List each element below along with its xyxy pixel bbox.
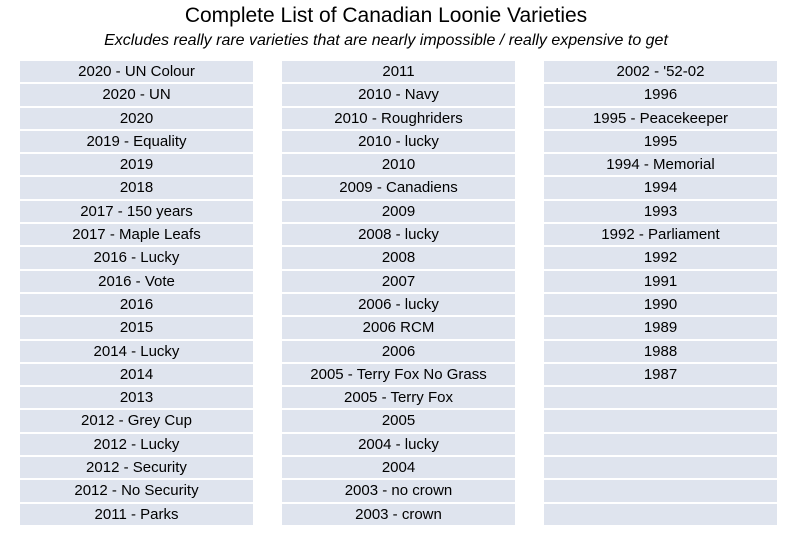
list-item: 1991 [544, 270, 777, 292]
list-item: 2010 [282, 154, 515, 176]
list-item [544, 387, 777, 409]
page-subtitle: Excludes really rare varieties that are … [104, 32, 668, 49]
list-item: 2006 [282, 340, 515, 362]
list-item: 2004 - lucky [282, 433, 515, 456]
list-item: 2015 [20, 317, 253, 339]
list-item: 2011 - Parks [20, 503, 253, 525]
list-item [544, 457, 777, 479]
list-item [544, 503, 777, 525]
list-column-2: 2011 2010 - Navy 2010 - Roughriders 2010 - … [282, 61, 515, 527]
list-item: 1993 [544, 200, 777, 223]
list-item: 1995 [544, 130, 777, 153]
list-item: 1994 - Memorial [544, 154, 777, 176]
list-item: 2017 - 150 years [20, 200, 253, 223]
list-item: 2005 - Terry Fox [282, 387, 515, 409]
list-item: 2006 - lucky [282, 293, 515, 316]
list-item: 2010 - lucky [282, 130, 515, 153]
list-item: 2019 - Equality [20, 130, 253, 153]
list-item: 2009 - Canadiens [282, 177, 515, 199]
list-item: 2005 [282, 410, 515, 432]
list-item [544, 410, 777, 432]
list-item: 2016 - Lucky [20, 247, 253, 269]
list-item: 2007 [282, 270, 515, 292]
list-item: 2014 [20, 363, 253, 386]
list-item: 2014 - Lucky [20, 340, 253, 362]
list-item: 2004 [282, 457, 515, 479]
list-item: 2003 - no crown [282, 480, 515, 502]
list-item: 2011 [282, 61, 515, 83]
list-item: 2008 [282, 247, 515, 269]
list-item: 2013 [20, 387, 253, 409]
page-title: Complete List of Canadian Loonie Varieti… [184, 4, 588, 27]
list-item: 2019 [20, 154, 253, 176]
list-item: 2016 - Vote [20, 270, 253, 292]
list-item: 1989 [544, 317, 777, 339]
list-item: 2010 - Navy [282, 84, 515, 106]
list-item: 2020 - UN [20, 84, 253, 106]
list-item: 2005 - Terry Fox No Grass [282, 363, 515, 386]
list-item [544, 433, 777, 456]
list-item: 2002 - '52-02 [544, 61, 777, 83]
list-item: 2006 RCM [282, 317, 515, 339]
list-item: 2020 - UN Colour [20, 61, 253, 83]
list-item: 2009 [282, 200, 515, 223]
list-item: 2018 [20, 177, 253, 199]
list-item: 1992 - Parliament [544, 224, 777, 246]
list-item: 2017 - Maple Leafs [20, 224, 253, 246]
list-item: 2010 - Roughriders [282, 107, 515, 129]
list-item: 1995 - Peacekeeper [544, 107, 777, 129]
list-column-1: 2020 - UN Colour 2020 - UN 2020 2019 - Equa… [20, 61, 253, 527]
list-item: 1996 [544, 84, 777, 106]
list-item: 1992 [544, 247, 777, 269]
list-item: 2020 [20, 107, 253, 129]
list-item: 2012 - No Security [20, 480, 253, 502]
list-item: 1988 [544, 340, 777, 362]
list-item: 2012 - Lucky [20, 433, 253, 456]
list-item: 1987 [544, 363, 777, 386]
list-item: 2016 [20, 293, 253, 316]
list-item: 2012 - Grey Cup [20, 410, 253, 432]
list-item: 2003 - crown [282, 503, 515, 525]
list-item [544, 480, 777, 502]
list-item: 1994 [544, 177, 777, 199]
list-column-3: 2002 - '52-02 1996 1995 - Peacekeeper 1995 1… [544, 61, 777, 527]
list-item: 2008 - lucky [282, 224, 515, 246]
list-item: 2012 - Security [20, 457, 253, 479]
list-item: 1990 [544, 293, 777, 316]
